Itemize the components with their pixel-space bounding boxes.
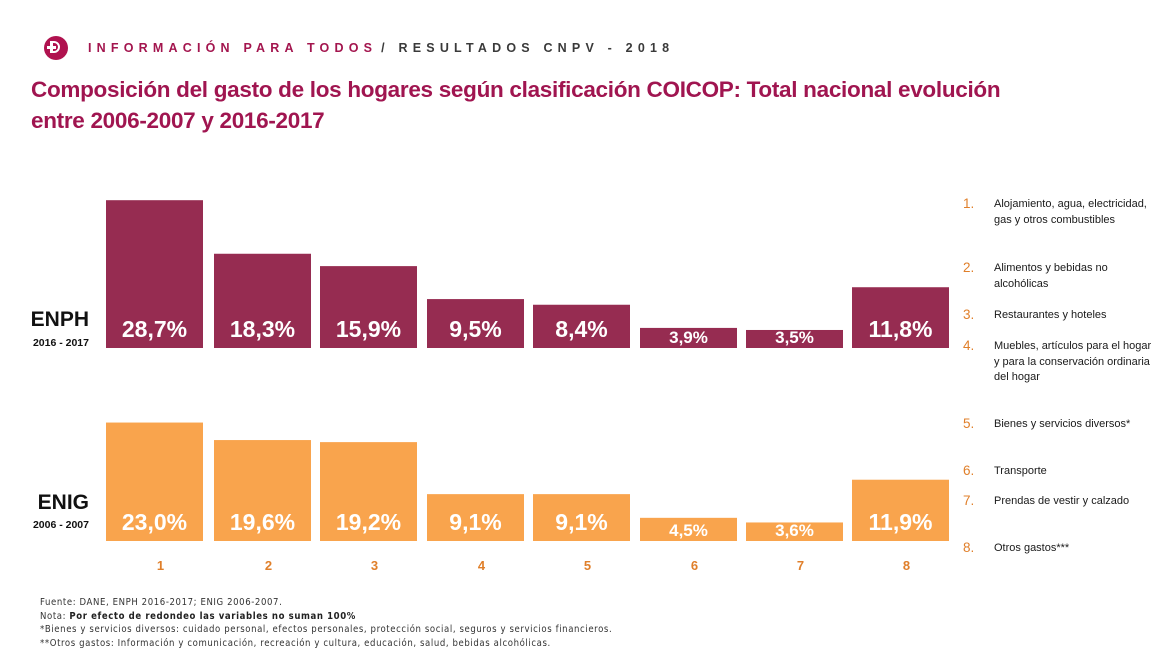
enig-value-label-2: 19,6% [230,509,295,535]
legend-item: 6. Transporte [963,463,1154,480]
category-label-2: 2 [265,558,272,573]
enig-bar-8 [852,479,949,541]
legend-label: Restaurantes y hoteles [994,309,1107,321]
enig-bar-1 [106,422,203,541]
enig-value-label-7: 3,6% [775,521,814,540]
enig-bar-2 [214,440,311,541]
enph-value-label-1: 28,7% [122,316,187,342]
legend-item: 3. Restaurantes y hoteles [963,307,1154,324]
category-label-7: 7 [797,558,804,573]
tagline-highlight: INFORMACIÓN PARA TODOS [88,41,378,55]
enph-bar-7 [746,329,843,348]
enph-value-label-4: 9,5% [449,316,501,342]
legend-item: 1. Alojamiento, agua, electricidad, gas y… [963,196,1154,228]
legend-label: Transporte [994,465,1047,477]
enph-bar-5 [533,304,630,348]
legend-number: 6. [963,463,975,478]
enig-bar-4 [427,494,524,541]
legend-label: Muebles, artículos para el hogar y para … [994,340,1152,383]
enig-period-label: 2006 - 2007 [33,519,89,531]
enig-bar-3 [320,442,417,541]
enph-value-label-3: 15,9% [336,316,401,342]
legend-label: Prendas de vestir y calzado [994,495,1130,507]
enig-value-label-4: 9,1% [449,509,501,535]
enph-bar-2 [214,253,311,348]
legend-label: Otros gastos*** [994,542,1070,554]
enph-value-label-7: 3,5% [775,328,814,347]
enig-value-label-5: 9,1% [555,509,607,535]
legend-number: 1. [963,196,975,211]
enig-bar-7 [746,522,843,541]
footer: Fuente: DANE, ENPH 2016-2017; ENIG 2006-… [40,596,612,650]
category-label-1: 1 [157,558,164,573]
enph-bar-1 [106,200,203,348]
enph-value-label-5: 8,4% [555,316,607,342]
enph-value-label-6: 3,9% [669,328,708,347]
enph-value-label-8: 11,8% [869,316,933,342]
enig-value-label-1: 23,0% [122,509,187,535]
enph-bar-4 [427,299,524,348]
note-label: Nota: [40,610,70,622]
enph-series-label: ENPH [31,308,89,331]
enig-value-label-3: 19,2% [336,509,401,535]
note-line: Nota: Por efecto de redondeo las variabl… [40,610,612,624]
legend-item: 4. Muebles, artículos para el hogar y par… [963,338,1154,386]
enig-value-label-8: 11,9% [869,509,933,535]
header: INFORMACIÓN PARA TODOS / RESULTADOS CNPV… [44,36,674,60]
source-line: Fuente: DANE, ENPH 2016-2017; ENIG 2006-… [40,596,612,610]
category-label-8: 8 [903,558,910,573]
enph-bar-8 [852,287,949,348]
legend-item: 2. Alimentos y bebidas no alcohólicas [963,260,1154,292]
legend-number: 8. [963,540,975,555]
enig-bar-6 [640,517,737,541]
footnote-2: **Otros gastos: Información y comunicaci… [40,637,551,649]
enph-bar-3 [320,266,417,348]
legend-number: 2. [963,260,975,275]
bar-chart: ENPH 2016 - 2017 ENIG 2006 - 2007 28,7% 18,3… [31,200,949,573]
source-text: DANE, ENPH 2016-2017; ENIG 2006-2007. [76,597,283,608]
legend-number: 5. [963,416,975,431]
source-label: Fuente: [40,597,77,608]
legend-item: 7. Prendas de vestir y calzado [963,493,1154,510]
legend-label: Bienes y servicios diversos* [994,418,1131,430]
enph-bar-6 [640,327,737,348]
tagline-rest: / RESULTADOS CNPV - 2018 [381,41,675,55]
category-label-3: 3 [371,558,378,573]
category-label-4: 4 [478,558,486,573]
category-label-5: 5 [584,558,591,573]
dane-logo-icon [44,36,68,60]
enph-value-label-2: 18,3% [230,316,295,342]
legend-number: 4. [963,338,975,353]
legend-number: 7. [963,493,975,508]
enph-period-label: 2016 - 2017 [33,337,89,349]
enig-series-label: ENIG [38,491,89,514]
legend-item: 8. Otros gastos*** [963,540,1154,557]
enig-bar-5 [533,494,630,541]
legend-label: Alojamiento, agua, electricidad, gas y o… [994,198,1147,226]
footnote-1: *Bienes y servicios diversos: cuidado pe… [40,624,613,635]
legend-label: Alimentos y bebidas no alcohólicas [994,262,1108,290]
legend-item: 5. Bienes y servicios diversos* [963,416,1154,433]
enig-value-label-6: 4,5% [669,521,708,540]
note-text: Por efecto de redondeo las variables no … [69,610,356,622]
legend-number: 3. [963,307,975,322]
category-label-6: 6 [691,558,698,573]
page-title: Composición del gasto de los hogares seg… [31,77,1001,133]
